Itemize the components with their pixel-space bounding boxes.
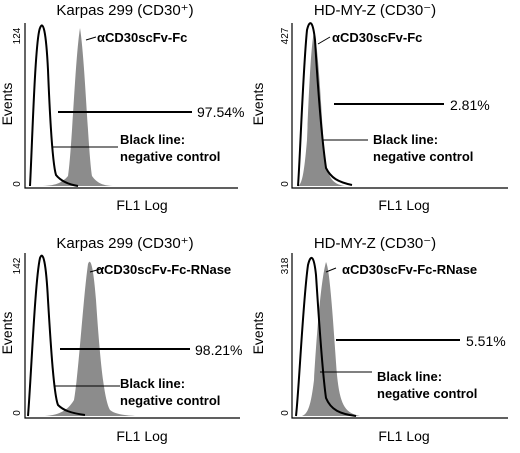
panel-4: HD-MY-Z (CD30⁻) Events 318 0 5.51% αCD30… [250,235,508,444]
panel-4-marker-label: αCD30scFv-Fc-RNase [342,262,477,277]
panel-2-filled-histogram [298,32,345,186]
panel-4-marker-pointer [325,267,337,273]
panel-1-control-label-line2: negative control [120,149,220,164]
panel-4-xlabel: FL1 Log [378,428,429,444]
panel-2-control-label-line2: negative control [373,149,473,164]
panel-3-ylabel: Events [0,312,15,355]
panel-4-control-label-line2: negative control [377,386,477,401]
panel-2-control-histogram [297,22,353,187]
panel-3-ymax-label: 142 [12,257,23,274]
panel-1-ymin-label: 0 [12,181,23,187]
panel-2-ymax-label: 427 [280,27,291,44]
panel-1-xlabel: FL1 Log [116,197,167,213]
panel-4-ymin-label: 0 [280,410,291,416]
panel-1-marker-pointer [85,36,97,41]
panel-4-control-histogram [295,256,357,417]
panel-2-marker-label: αCD30scFv-Fc [332,30,422,45]
panel-1-gate-percent: 97.54% [197,104,244,120]
panel-2-ylabel: Events [250,83,266,126]
panel-4-title: HD-MY-Z (CD30⁻) [314,235,436,252]
panel-1-filled-histogram [40,28,115,186]
panel-2-axes [291,23,508,189]
panel-1-marker-label: αCD30scFv-Fc [97,30,187,45]
panel-1-axes [24,23,238,189]
panel-4-axes [291,253,508,419]
panel-4-filled-histogram [302,262,360,416]
panel-1-control-label-line1: Black line: [120,132,185,147]
panel-1-ylabel: Events [0,83,15,126]
panel-3-xlabel: FL1 Log [116,428,167,444]
panel-2-marker-pointer [317,36,331,45]
panel-4-ylabel: Events [250,312,266,355]
panel-3-gate-percent: 98.21% [195,342,242,358]
panel-4-ymax-label: 318 [280,257,291,274]
panel-3-marker-pointer [89,267,105,273]
panel-1-control-histogram [29,24,79,187]
panel-3-filled-histogram [45,261,135,416]
panel-2: HD-MY-Z (CD30⁻) Events 427 0 2.81% αCD30… [250,2,508,213]
panel-2-gate-percent: 2.81% [450,97,490,113]
panel-2-title: HD-MY-Z (CD30⁻) [314,2,436,19]
panel-2-xlabel: FL1 Log [378,197,429,213]
panel-3-control-histogram [27,254,86,417]
panel-2-ymin-label: 0 [280,181,291,187]
panel-3-axes [24,253,240,419]
panel-4-gate-percent: 5.51% [466,333,506,349]
panel-3-title: Karpas 299 (CD30⁺) [56,235,193,252]
panel-4-control-label-line1: Black line: [377,369,442,384]
panel-3-control-label-line1: Black line: [120,376,185,391]
panel-1-ymax-label: 124 [12,27,23,44]
panel-2-control-label-line1: Black line: [373,132,438,147]
panel-3-marker-label: αCD30scFv-Fc-RNase [96,262,231,277]
panel-3: Karpas 299 (CD30⁺) Events 142 0 98.21% α… [0,235,242,444]
panel-1: Karpas 299 (CD30⁺) Events 124 0 97.54% α… [0,2,244,213]
panel-1-title: Karpas 299 (CD30⁺) [56,2,193,19]
panel-3-ymin-label: 0 [12,410,23,416]
panel-3-control-label-line2: negative control [120,393,220,408]
